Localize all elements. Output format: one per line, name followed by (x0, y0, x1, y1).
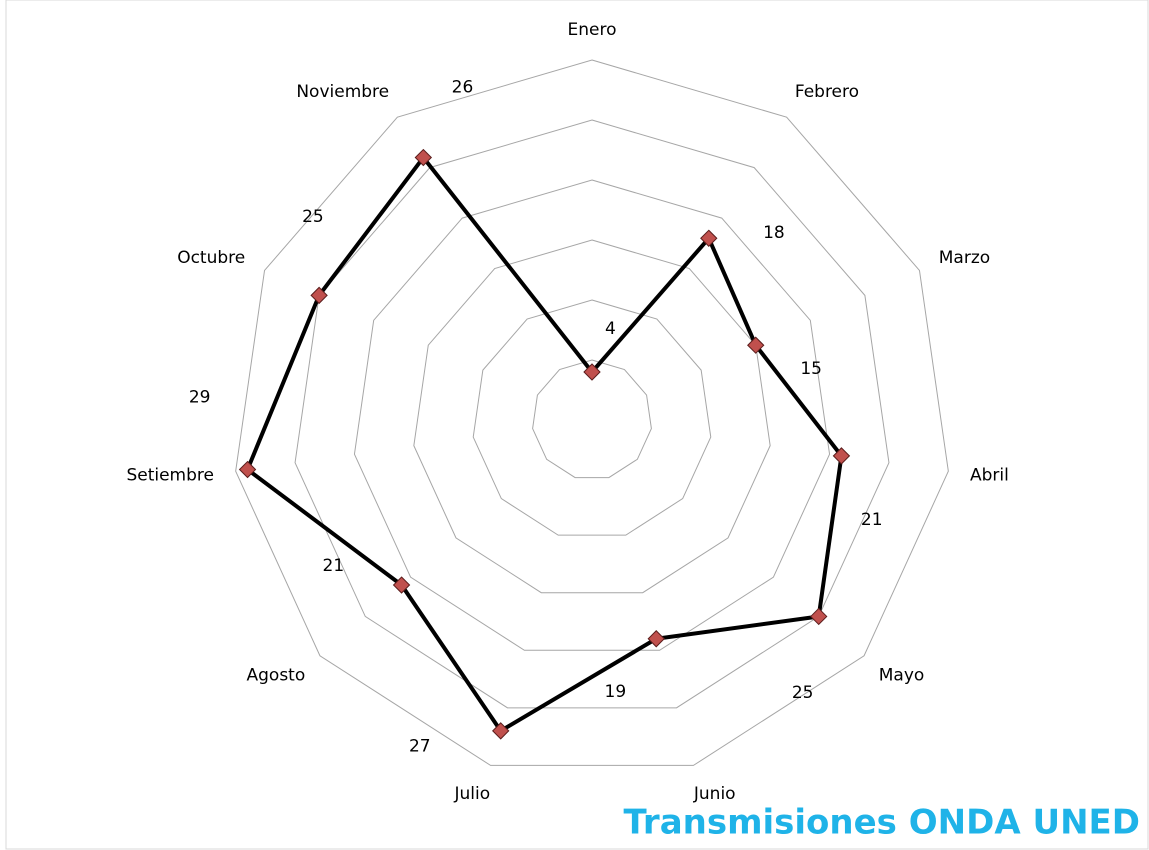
data-marker (747, 336, 765, 354)
data-label: 26 (452, 77, 474, 97)
grid-ring (413, 239, 771, 594)
data-label: 21 (861, 510, 883, 530)
series-line (245, 155, 844, 733)
data-label: 18 (763, 223, 785, 243)
data-label: 25 (792, 683, 814, 703)
data-label: 27 (409, 736, 431, 756)
category-label: Abril (970, 466, 1009, 486)
data-marker (310, 286, 328, 305)
category-label: Julio (453, 784, 490, 804)
data-label: 25 (302, 207, 324, 227)
chart-border (5, 0, 1149, 850)
grid-ring (353, 179, 831, 651)
data-marker (492, 722, 510, 740)
category-label: Marzo (939, 248, 990, 268)
category-label: Agosto (247, 665, 306, 685)
data-marker (700, 229, 718, 247)
data-marker (414, 148, 433, 167)
data-label: 21 (323, 556, 345, 576)
data-label: 4 (605, 319, 616, 339)
data-marker (392, 576, 411, 594)
data-label: 19 (605, 682, 627, 702)
grid-ring (472, 299, 712, 536)
data-marker (810, 607, 828, 626)
category-label: Octubre (177, 248, 245, 268)
data-marker (238, 460, 257, 479)
data-label: 29 (189, 388, 211, 408)
category-label: Junio (693, 784, 736, 804)
data-marker (832, 447, 851, 465)
data-marker (583, 363, 601, 381)
category-label: Febrero (795, 82, 859, 102)
data-marker (647, 630, 665, 648)
watermark: Transmisiones ONDA UNED (623, 803, 1140, 843)
category-label: Noviembre (296, 82, 389, 102)
category-label: Mayo (879, 665, 925, 685)
grid-ring (532, 359, 652, 479)
category-label: Enero (568, 20, 617, 40)
data-label: 15 (800, 359, 822, 379)
category-label: Setiembre (126, 466, 214, 486)
grid-ring (235, 59, 949, 766)
